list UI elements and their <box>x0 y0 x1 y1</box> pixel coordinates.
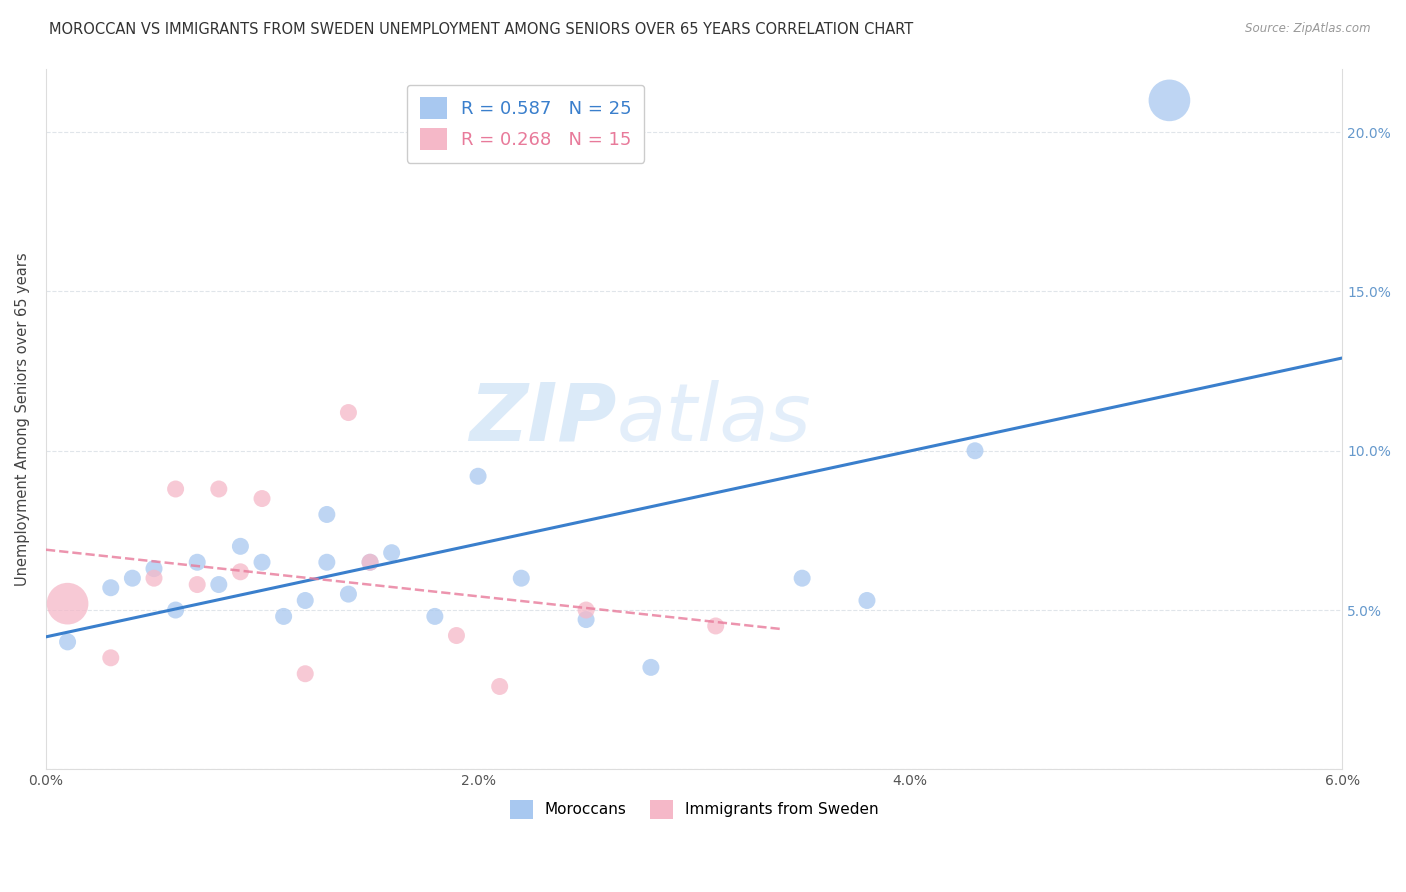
Point <box>359 555 381 569</box>
Point <box>792 571 814 585</box>
Point <box>467 469 489 483</box>
Point <box>446 628 468 642</box>
Point <box>208 577 231 591</box>
Point <box>337 587 360 601</box>
Point <box>575 613 598 627</box>
Point <box>640 660 662 674</box>
Point <box>186 555 208 569</box>
Point <box>856 593 879 607</box>
Text: ZIP: ZIP <box>470 380 616 458</box>
Point <box>56 597 79 611</box>
Point <box>56 635 79 649</box>
Point <box>575 603 598 617</box>
Point <box>229 539 252 553</box>
Point <box>143 561 166 575</box>
Point <box>165 482 187 496</box>
Point <box>510 571 533 585</box>
Point <box>273 609 295 624</box>
Point <box>250 491 273 506</box>
Point <box>143 571 166 585</box>
Point <box>315 555 337 569</box>
Point <box>337 405 360 419</box>
Point <box>250 555 273 569</box>
Point <box>1159 94 1181 108</box>
Point <box>359 555 381 569</box>
Text: atlas: atlas <box>616 380 811 458</box>
Text: Source: ZipAtlas.com: Source: ZipAtlas.com <box>1246 22 1371 36</box>
Point <box>315 508 337 522</box>
Point <box>100 650 122 665</box>
Point <box>294 666 316 681</box>
Point <box>488 680 510 694</box>
Point <box>963 443 986 458</box>
Y-axis label: Unemployment Among Seniors over 65 years: Unemployment Among Seniors over 65 years <box>15 252 30 586</box>
Text: MOROCCAN VS IMMIGRANTS FROM SWEDEN UNEMPLOYMENT AMONG SENIORS OVER 65 YEARS CORR: MOROCCAN VS IMMIGRANTS FROM SWEDEN UNEMP… <box>49 22 914 37</box>
Point <box>121 571 143 585</box>
Point <box>165 603 187 617</box>
Point <box>381 546 404 560</box>
Point <box>100 581 122 595</box>
Point <box>186 577 208 591</box>
Point <box>229 565 252 579</box>
Legend: Moroccans, Immigrants from Sweden: Moroccans, Immigrants from Sweden <box>503 794 884 825</box>
Point <box>423 609 446 624</box>
Point <box>208 482 231 496</box>
Point <box>294 593 316 607</box>
Point <box>704 619 727 633</box>
